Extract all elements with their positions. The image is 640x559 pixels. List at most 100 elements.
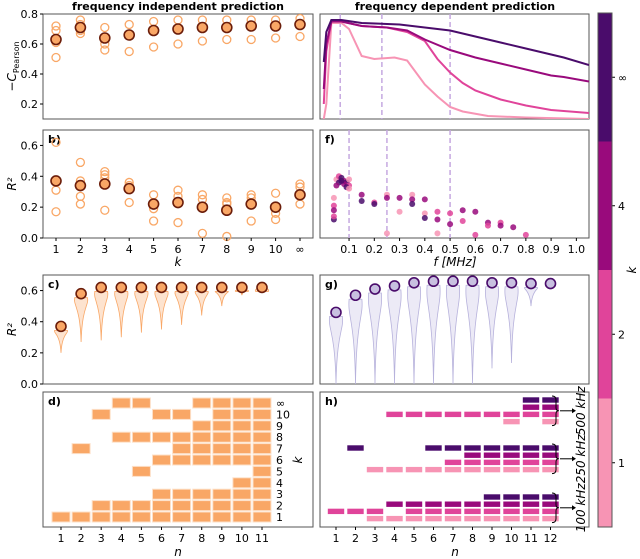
x-tick-label: 11	[255, 532, 269, 545]
violin	[134, 291, 149, 333]
frequency-group-label: 250 kHz	[574, 434, 588, 484]
x-tick-label: 1	[53, 243, 60, 256]
frequency-group-label: 500 kHz	[574, 386, 588, 436]
data-point	[510, 224, 517, 231]
heatmap-cell	[522, 508, 540, 515]
violin	[53, 329, 69, 353]
y-tick-label: 0.0	[21, 378, 39, 391]
data-point	[459, 207, 466, 214]
heatmap-cell	[463, 451, 482, 459]
heatmap-cell	[192, 397, 212, 409]
individual-point	[75, 199, 86, 209]
heatmap-cell	[541, 515, 560, 522]
x-tick-label: 0.1	[340, 243, 358, 256]
mean-point	[196, 21, 209, 34]
best-point	[175, 281, 188, 294]
best-point	[447, 275, 459, 288]
y-tick-label: 0.6	[21, 38, 39, 51]
violin	[484, 286, 500, 369]
heatmap-cell	[366, 466, 384, 473]
heatmap-cell	[463, 515, 482, 522]
heatmap-cell	[131, 431, 151, 443]
heatmap-cell	[152, 500, 171, 512]
heatmap-cell	[131, 397, 151, 409]
series-line-k-4	[322, 20, 589, 90]
heatmap-cell	[232, 420, 252, 432]
heatmap-cell	[152, 511, 171, 523]
best-point	[95, 281, 107, 294]
x-tick-label: 9	[218, 532, 225, 545]
x-tick-label: 5	[138, 532, 145, 545]
series-line-k-1	[322, 22, 589, 119]
y-axis-label: k	[291, 455, 305, 463]
mean-point	[221, 21, 233, 34]
heatmap-cell	[405, 466, 423, 473]
individual-point	[148, 42, 159, 52]
x-tick-label: 0.6	[467, 243, 485, 256]
mean-point	[245, 20, 257, 32]
heatmap-cell	[541, 459, 560, 466]
mean-point	[269, 20, 282, 32]
heatmap-cell	[252, 511, 272, 523]
heatmap-cell	[444, 500, 462, 508]
x-tick-label: 3	[98, 532, 105, 545]
x-tick-label: 7	[199, 243, 206, 256]
heatmap-cell	[463, 466, 482, 473]
mean-point	[74, 179, 87, 192]
heatmap-cell	[522, 466, 540, 473]
individual-point	[222, 193, 232, 203]
x-tick-label: 3	[101, 243, 108, 256]
colorbar-segment	[598, 270, 612, 399]
x-axis-label: k	[175, 255, 183, 269]
colorbar-tick-label: 2	[618, 328, 625, 341]
best-point	[486, 276, 498, 289]
heatmap-cell	[444, 444, 462, 452]
individual-point	[148, 16, 159, 27]
panel-f-frame	[319, 129, 590, 239]
data-point	[522, 231, 529, 238]
panel-a-frame	[42, 13, 314, 120]
heatmap-cell	[232, 408, 252, 420]
heatmap-cell	[405, 515, 423, 522]
individual-point	[173, 217, 183, 228]
x-tick-label: 6	[158, 532, 165, 545]
violin	[154, 291, 169, 330]
violin	[174, 291, 189, 325]
k-row-label: 10	[276, 408, 290, 421]
y-tick-label: 0.2	[21, 98, 39, 111]
individual-point	[75, 191, 86, 201]
individual-point	[197, 36, 208, 46]
individual-point	[100, 22, 110, 33]
x-tick-label: 2	[352, 532, 359, 545]
heatmap-cell	[111, 431, 131, 443]
individual-point	[124, 46, 134, 57]
best-point	[195, 281, 208, 294]
violin	[426, 284, 441, 385]
heatmap-cell	[252, 488, 272, 500]
panel-label: g)	[325, 278, 338, 291]
mean-point	[147, 198, 160, 210]
data-point	[484, 222, 491, 229]
heatmap-cell	[405, 508, 423, 515]
x-tick-label: 0.2	[366, 243, 384, 256]
heatmap-cell	[444, 459, 462, 466]
k-row-label: 8	[276, 431, 283, 444]
colorbar-tick-label: ∞	[618, 71, 627, 84]
mean-point	[221, 204, 233, 217]
individual-point	[246, 216, 256, 226]
heatmap-cell	[172, 488, 192, 500]
data-point	[338, 177, 345, 184]
data-point	[396, 194, 403, 201]
x-tick-label: 12	[544, 532, 558, 545]
heatmap-cell	[91, 500, 111, 512]
heatmap-cell	[541, 451, 560, 459]
data-point	[333, 182, 340, 189]
heatmap-cell	[541, 466, 560, 473]
y-tick-label: 0.4	[21, 170, 39, 183]
heatmap-cell	[483, 508, 501, 515]
heatmap-cell	[212, 511, 232, 523]
x-tick-label: 1	[58, 532, 65, 545]
heatmap-cell	[212, 397, 232, 409]
y-tick-label: 0.6	[21, 285, 39, 298]
